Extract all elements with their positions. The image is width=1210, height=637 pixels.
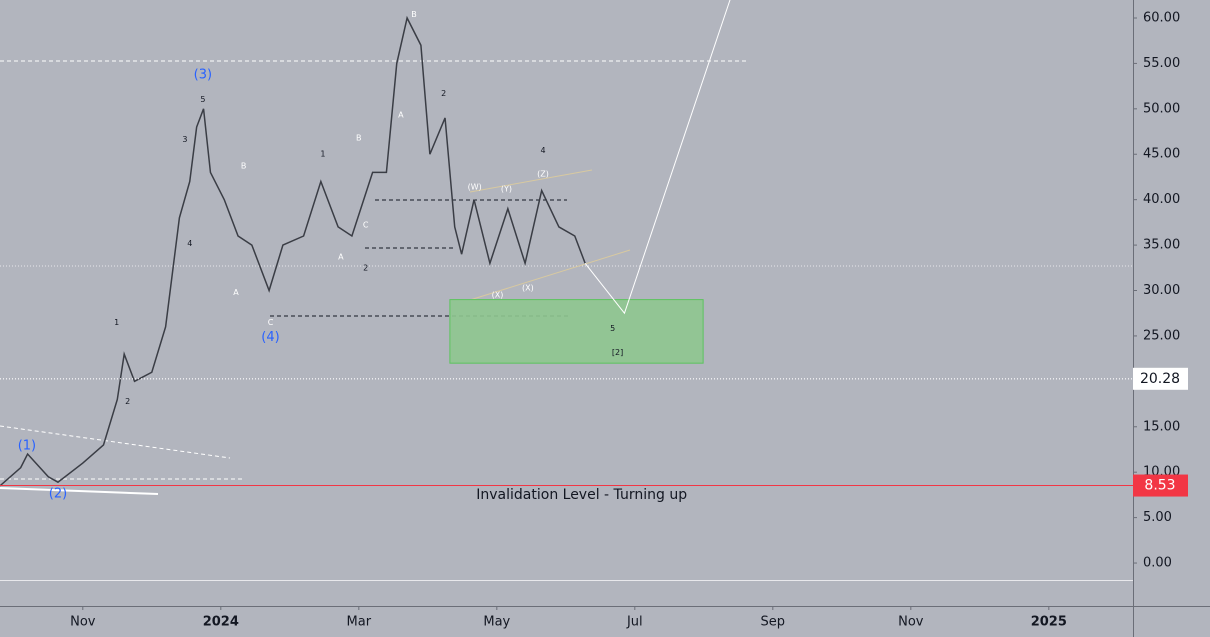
wave-label: (3) (194, 68, 212, 83)
x-tick-label: 2024 (203, 615, 239, 630)
wave-label: C (363, 221, 369, 230)
y-tick-label: 35.00 (1143, 238, 1180, 253)
wave-label: (X) (522, 283, 534, 292)
wave-label: A (233, 288, 239, 297)
x-tick-label: Nov (70, 615, 96, 630)
channel-line (469, 169, 593, 193)
price-label-box (1133, 474, 1188, 497)
wave-label: (Y) (501, 184, 512, 193)
channel-line (469, 249, 631, 301)
wave-label: B (356, 133, 362, 142)
wave-label: (X) (492, 291, 504, 300)
wave-label: 5 (610, 324, 615, 333)
x-tick-label: 2025 (1031, 615, 1067, 630)
annotation-text: Invalidation Level - Turning up (476, 487, 687, 503)
wave-label: (W) (468, 182, 482, 191)
y-tick-label: 40.00 (1143, 192, 1180, 207)
wave-label: 2 (363, 263, 368, 272)
x-tick-label: Jul (626, 615, 643, 630)
y-tick-label: 60.00 (1143, 10, 1180, 25)
wave-label: A (398, 111, 404, 120)
drawings (0, 60, 1133, 495)
trend-line (0, 425, 231, 459)
y-tick-label: 55.00 (1143, 56, 1180, 71)
wave-label: [2] (612, 348, 623, 357)
y-tick-label: 15.00 (1143, 419, 1180, 434)
wave-label: (4) (261, 330, 279, 345)
price-line (0, 15, 586, 487)
y-tick-label: 25.00 (1143, 328, 1180, 343)
x-tick-label: Mar (347, 615, 372, 630)
wave-label: (2) (49, 486, 67, 501)
trend-line (0, 487, 159, 495)
x-tick-label: Nov (898, 615, 924, 630)
price-label-box (1133, 367, 1188, 390)
wave-label: 1 (320, 150, 325, 159)
y-tick-label: 30.00 (1143, 283, 1180, 298)
wave-label: 2 (441, 89, 446, 98)
wave-label: (Z) (537, 170, 549, 179)
y-tick-label: 45.00 (1143, 147, 1180, 162)
price-label: 8.53 (1144, 478, 1175, 494)
wave-label: 4 (187, 239, 192, 248)
wave-label: (1) (18, 438, 36, 453)
y-tick-label: 50.00 (1143, 101, 1180, 116)
wave-label: B (411, 10, 417, 19)
wave-label: C (268, 318, 274, 327)
projection-line (584, 0, 731, 315)
y-tick-label: 5.00 (1143, 510, 1172, 525)
wave-label: 3 (182, 135, 187, 144)
wave-label: A (338, 252, 344, 261)
wave-label: 2 (125, 397, 130, 406)
wave-label: 4 (540, 146, 545, 155)
target-zone (449, 299, 704, 364)
price-label: 20.28 (1140, 371, 1180, 387)
wave-label: 5 (200, 95, 205, 104)
wave-label: 1 (114, 318, 119, 327)
y-tick-label: 0.00 (1143, 556, 1172, 571)
x-tick-label: May (483, 615, 510, 630)
x-tick-label: Sep (761, 615, 786, 630)
wave-label: B (241, 162, 247, 171)
